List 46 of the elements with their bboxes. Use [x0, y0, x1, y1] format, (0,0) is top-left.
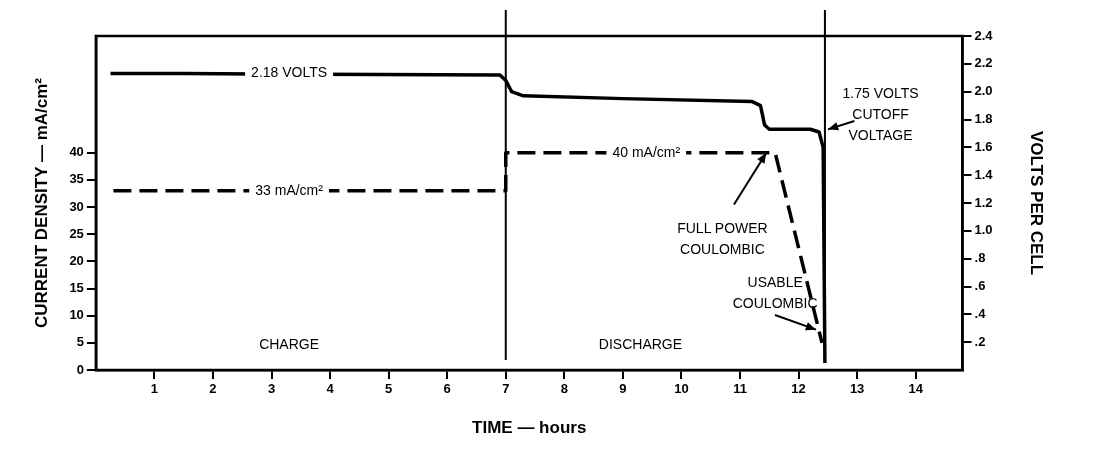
y2-tick-label: .2 [974, 333, 986, 349]
y2-tick-label: 1.6 [974, 138, 993, 154]
y2-tick-label: 2.0 [974, 83, 993, 99]
annotation: 2.18 VOLTS [251, 64, 328, 81]
x-tick-label: 13 [849, 381, 865, 397]
y-tick-label: 0 [76, 361, 84, 377]
y2-tick-label: .8 [974, 250, 986, 266]
y-tick-label: 20 [69, 252, 84, 268]
annotation: 1.75 VOLTS CUTOFF VOLTAGE [842, 85, 919, 144]
x-tick-label: 6 [443, 381, 451, 397]
y-tick-label: 25 [69, 225, 84, 241]
annotation: CHARGE [259, 336, 320, 353]
x-tick-label: 10 [674, 381, 689, 397]
y-tick-label: 10 [69, 307, 84, 323]
y-tick-label: 35 [69, 171, 84, 187]
y2-tick-label: 1.4 [974, 166, 994, 182]
y-axis-title: CURRENT DENSITY — mA/cm² [31, 77, 51, 328]
y2-tick-label: 2.2 [974, 55, 993, 71]
x-axis-title: TIME — hours [472, 418, 587, 438]
x-tick-label: 5 [385, 381, 393, 397]
y2-tick-label: 1.0 [974, 222, 993, 238]
x-tick-label: 3 [267, 381, 276, 397]
annotation: 33 mA/cm² [255, 181, 324, 198]
y2-tick-label: 1.8 [974, 111, 993, 127]
x-tick-label: 7 [502, 381, 510, 397]
x-tick-label: 2 [209, 381, 217, 397]
y-tick-label: 5 [76, 334, 84, 350]
y2-tick-label: .6 [974, 278, 986, 294]
x-tick-label: 11 [733, 381, 747, 397]
y2-tick-label: 2.4 [974, 27, 994, 43]
annotation: USABLE COULOMBIC [732, 274, 818, 312]
y2-axis-title: VOLTS PER CELL [1027, 130, 1047, 276]
y-tick-label: 40 [69, 144, 84, 160]
annotation: DISCHARGE [598, 336, 683, 353]
x-tick-label: 1 [150, 381, 159, 397]
y-tick-label: 30 [69, 198, 84, 214]
x-tick-label: 14 [908, 381, 924, 397]
annotation: FULL POWER COULOMBIC [677, 220, 768, 258]
y2-tick-label: 1.2 [974, 194, 993, 210]
y2-tick-label: .4 [974, 305, 987, 321]
y-tick-label: 15 [69, 280, 84, 296]
x-tick-label: 12 [791, 381, 806, 397]
x-tick-label: 4 [326, 381, 335, 397]
x-tick-label: 8 [560, 381, 568, 397]
annotation: 40 mA/cm² [612, 143, 681, 160]
x-tick-label: 9 [619, 381, 627, 397]
